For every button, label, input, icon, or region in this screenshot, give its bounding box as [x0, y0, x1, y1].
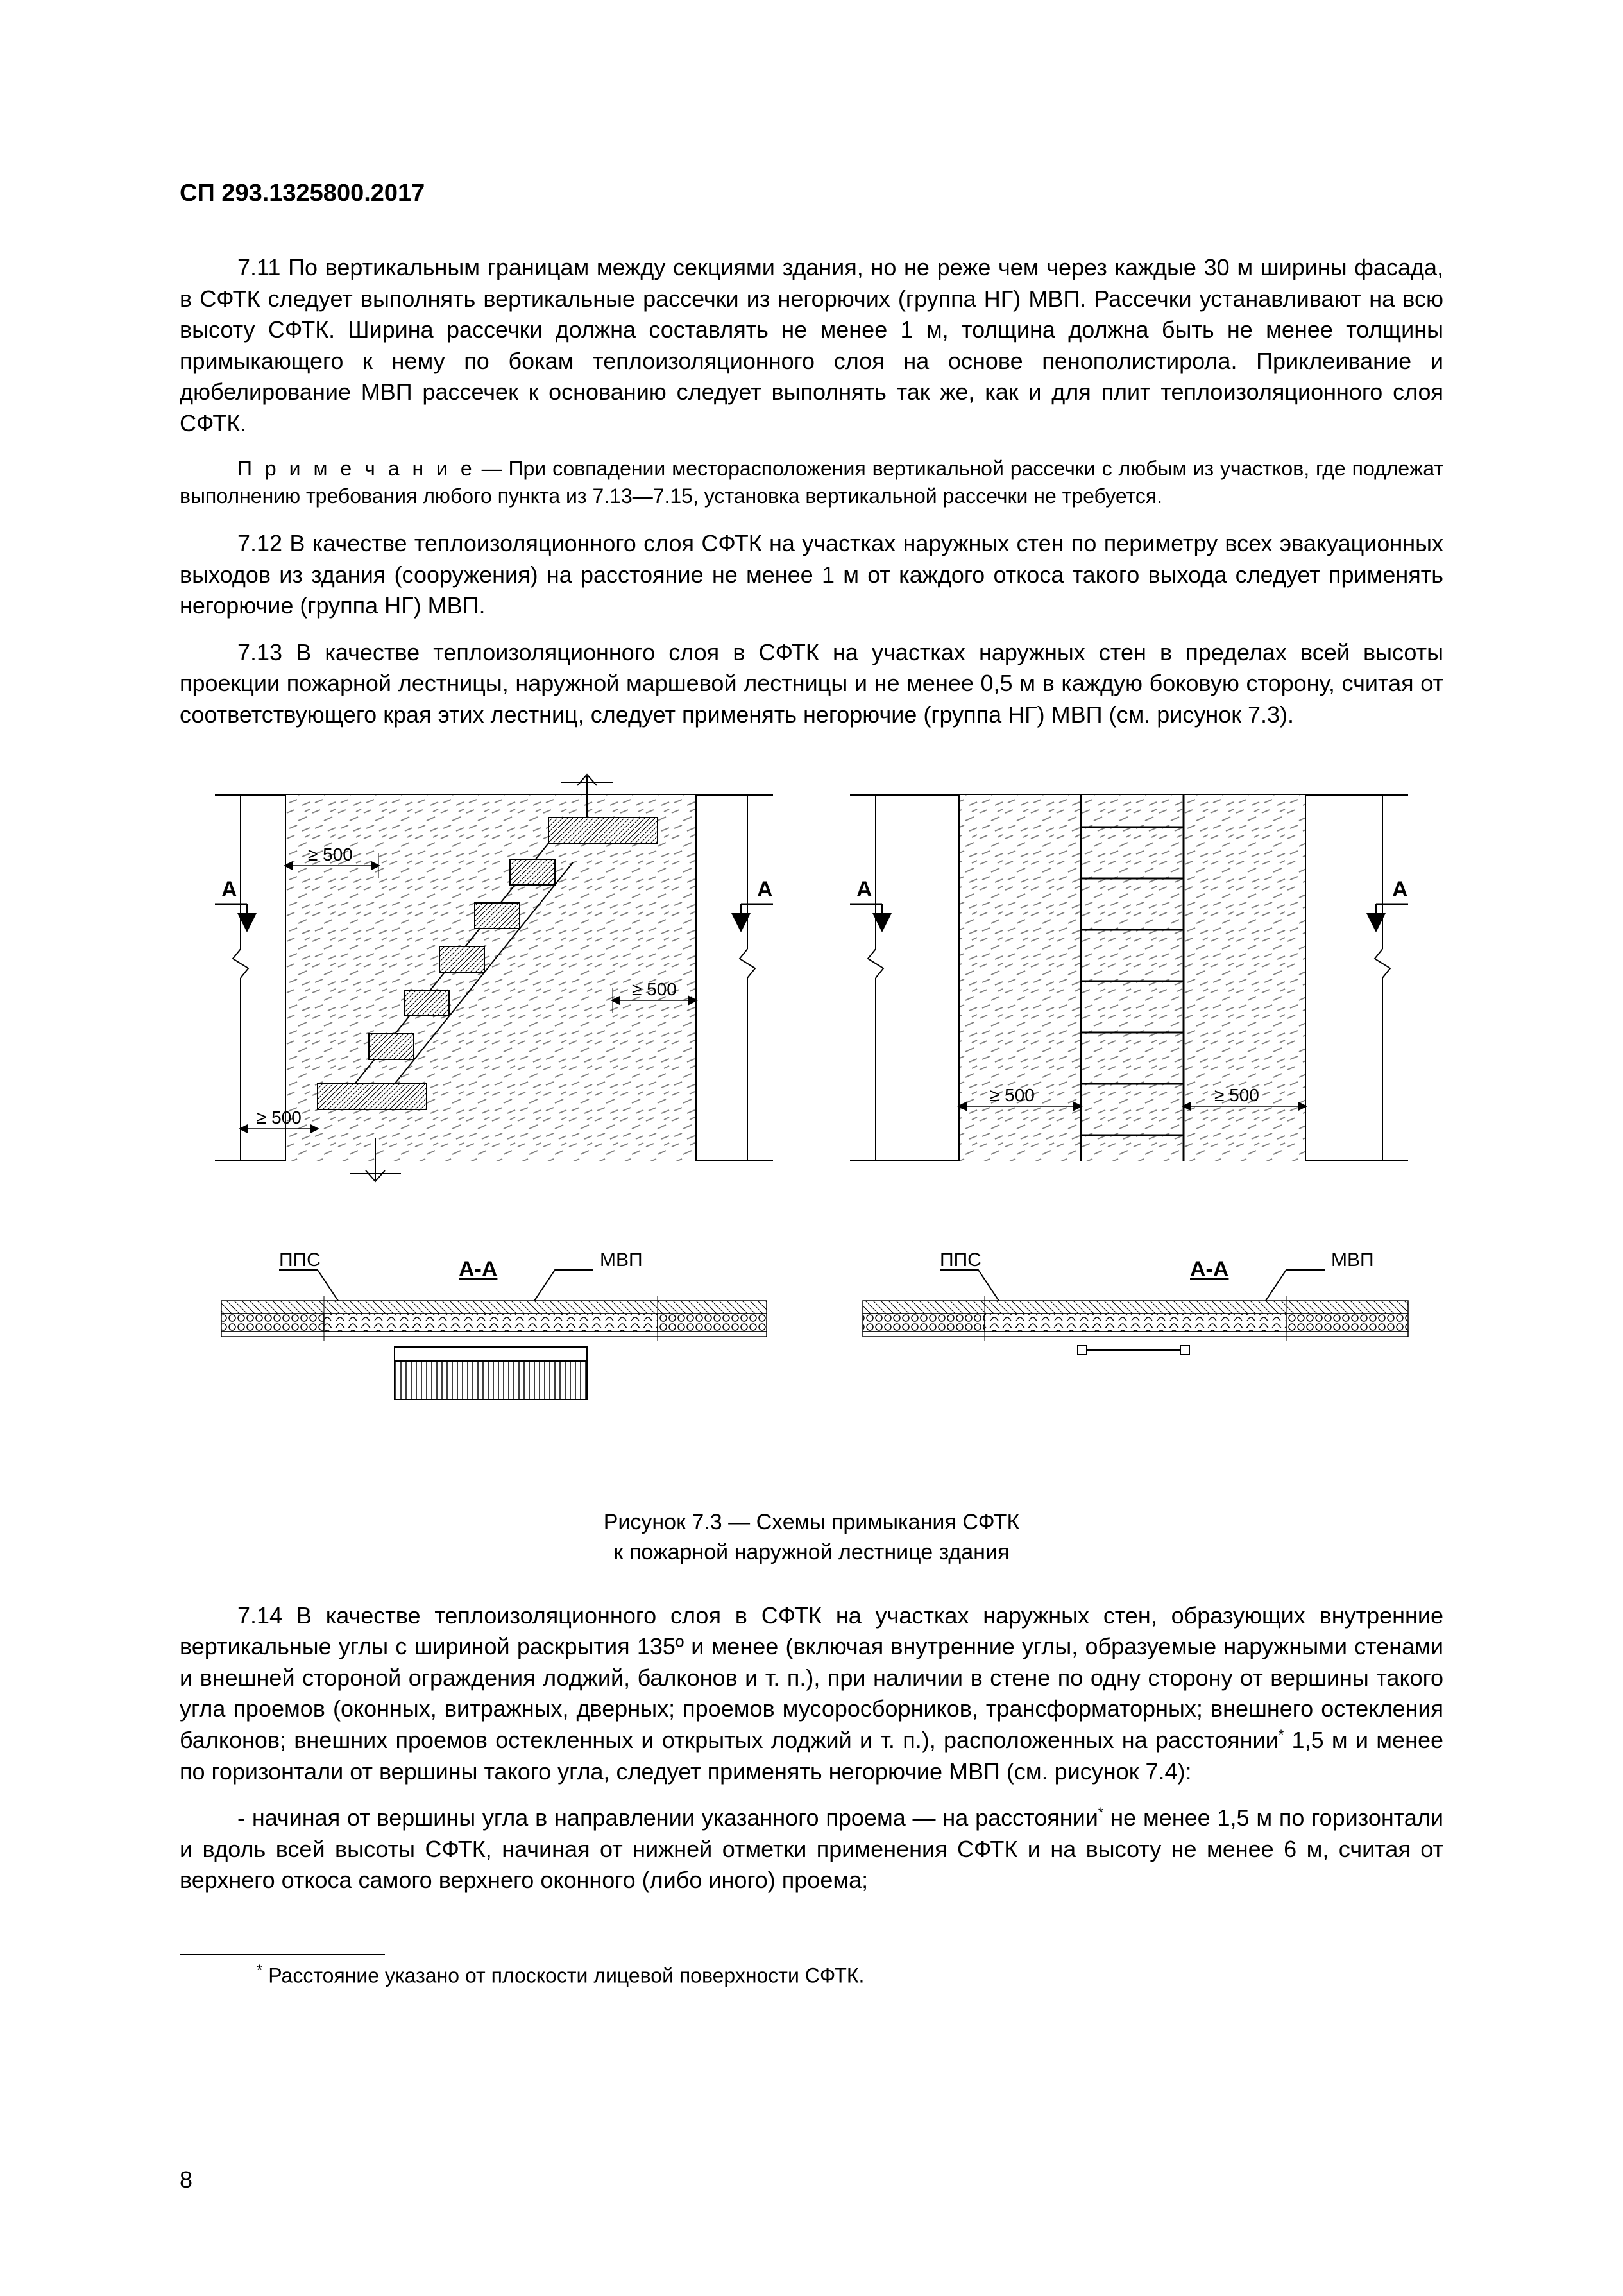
note-7-11: П р и м е ч а н и е — При совпадении мес…: [180, 455, 1443, 510]
doc-code: СП 293.1325800.2017: [180, 180, 1443, 207]
label-A-left-r: A: [856, 877, 872, 902]
label-ge500-tl: ≥ 500: [308, 844, 353, 864]
figure-7-3: A A ≥ 500 ≥ 500 ≥ 500: [180, 757, 1443, 1482]
fig-caption-line2: к пожарной наружной лестнице здания: [614, 1540, 1010, 1564]
footnote-rule: [180, 1954, 385, 1955]
footnote-star: *: [257, 1962, 262, 1979]
label-A-right: A: [757, 877, 773, 902]
para-7-11: 7.11 По вертикальным границам между секц…: [180, 252, 1443, 440]
label-ge500-r1: ≥ 500: [990, 1085, 1035, 1105]
para-7-14-head: 7.14 В качестве теплоизоляционного слоя …: [180, 1602, 1443, 1753]
bullet-7-14-a-head: - начиная от вершины угла в направлении …: [237, 1804, 1098, 1831]
bullet-7-14-a: - начиная от вершины угла в направлении …: [180, 1803, 1443, 1896]
label-AA-left: А-А: [459, 1257, 497, 1281]
label-A-left: A: [221, 877, 237, 902]
label-ge500-r2: ≥ 500: [1214, 1085, 1259, 1105]
label-ge500-mr: ≥ 500: [632, 979, 677, 999]
fig-caption-line1: Рисунок 7.3 — Схемы примыкания СФТК: [604, 1510, 1020, 1534]
footnote: * Расстояние указано от плоскости лицево…: [180, 1962, 1443, 1988]
label-mvp-left: МВП: [600, 1249, 643, 1271]
label-pps-right: ППС: [940, 1249, 981, 1271]
label-pps-left: ППС: [279, 1249, 321, 1271]
para-7-12: 7.12 В качестве теплоизоляционного слоя …: [180, 528, 1443, 622]
footnote-mark-1: *: [1279, 1727, 1284, 1743]
footnote-text: Расстояние указано от плоскости лицевой …: [262, 1964, 864, 1987]
label-ge500-bl: ≥ 500: [257, 1108, 302, 1127]
para-7-14: 7.14 В качестве теплоизоляционного слоя …: [180, 1600, 1443, 1788]
label-AA-right: А-А: [1190, 1257, 1228, 1281]
para-7-13: 7.13 В качестве теплоизоляционного слоя …: [180, 637, 1443, 731]
label-mvp-right: МВП: [1331, 1249, 1374, 1271]
label-A-right-r: A: [1392, 877, 1408, 902]
page-number: 8: [180, 2166, 192, 2193]
figure-caption: Рисунок 7.3 — Схемы примыкания СФТК к по…: [180, 1507, 1443, 1568]
note-label: П р и м е ч а н и е: [237, 457, 475, 480]
